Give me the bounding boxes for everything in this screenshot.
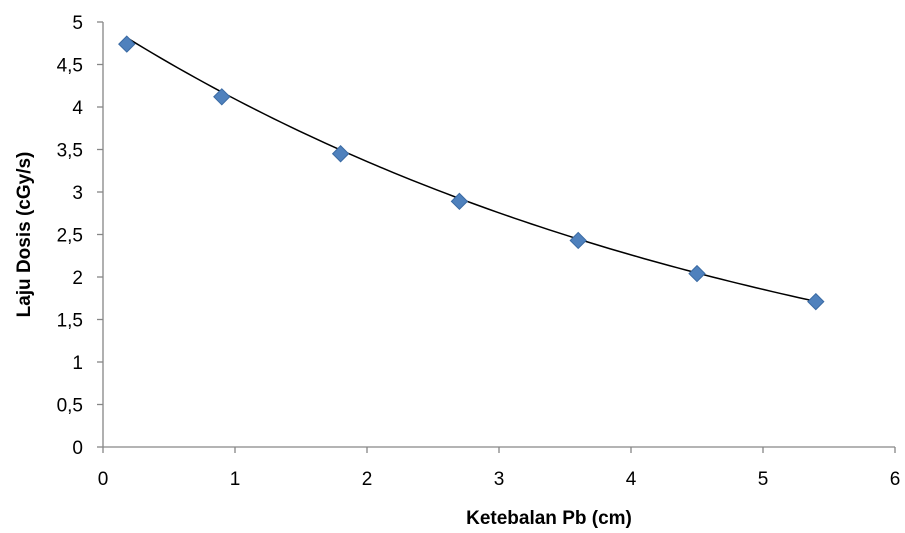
x-tick-label: 5 bbox=[758, 469, 769, 490]
y-tick-label: 0,5 bbox=[57, 396, 83, 417]
y-axis-title: Laju Dosis (cGy/s) bbox=[14, 152, 35, 318]
x-tick-label: 6 bbox=[890, 469, 901, 490]
y-tick-label: 5 bbox=[72, 13, 83, 34]
y-tick-label: 1 bbox=[72, 353, 83, 374]
x-tick-label: 2 bbox=[362, 469, 373, 490]
x-tick-labels: 0 1 2 3 4 5 6 bbox=[98, 469, 901, 490]
x-tick-label: 1 bbox=[230, 469, 241, 490]
data-points bbox=[118, 35, 825, 311]
y-tick-label: 4,5 bbox=[57, 56, 83, 77]
data-point bbox=[569, 231, 587, 250]
y-tick-label: 4 bbox=[72, 98, 83, 119]
axes bbox=[102, 22, 895, 448]
tick-marks bbox=[97, 21, 896, 453]
x-axis-title: Ketebalan Pb (cm) bbox=[466, 508, 632, 529]
x-tick-label: 4 bbox=[626, 469, 637, 490]
x-tick-label: 3 bbox=[494, 469, 505, 490]
trendline bbox=[126, 37, 816, 303]
data-point bbox=[807, 292, 825, 311]
y-tick-labels: 0 0,5 1 1,5 2 2,5 3 3,5 4 4,5 5 bbox=[57, 13, 84, 459]
y-tick-label: 3,5 bbox=[57, 141, 83, 162]
data-point bbox=[331, 145, 350, 163]
y-tick-label: 0 bbox=[72, 438, 83, 459]
data-point bbox=[450, 192, 469, 211]
y-tick-label: 1,5 bbox=[57, 311, 83, 332]
x-tick-label: 0 bbox=[98, 469, 109, 490]
y-tick-label: 2,5 bbox=[57, 226, 83, 247]
data-point bbox=[118, 35, 136, 53]
data-point bbox=[213, 88, 231, 106]
y-tick-label: 3 bbox=[72, 183, 83, 204]
y-tick-label: 2 bbox=[72, 268, 83, 289]
data-point bbox=[688, 264, 706, 283]
